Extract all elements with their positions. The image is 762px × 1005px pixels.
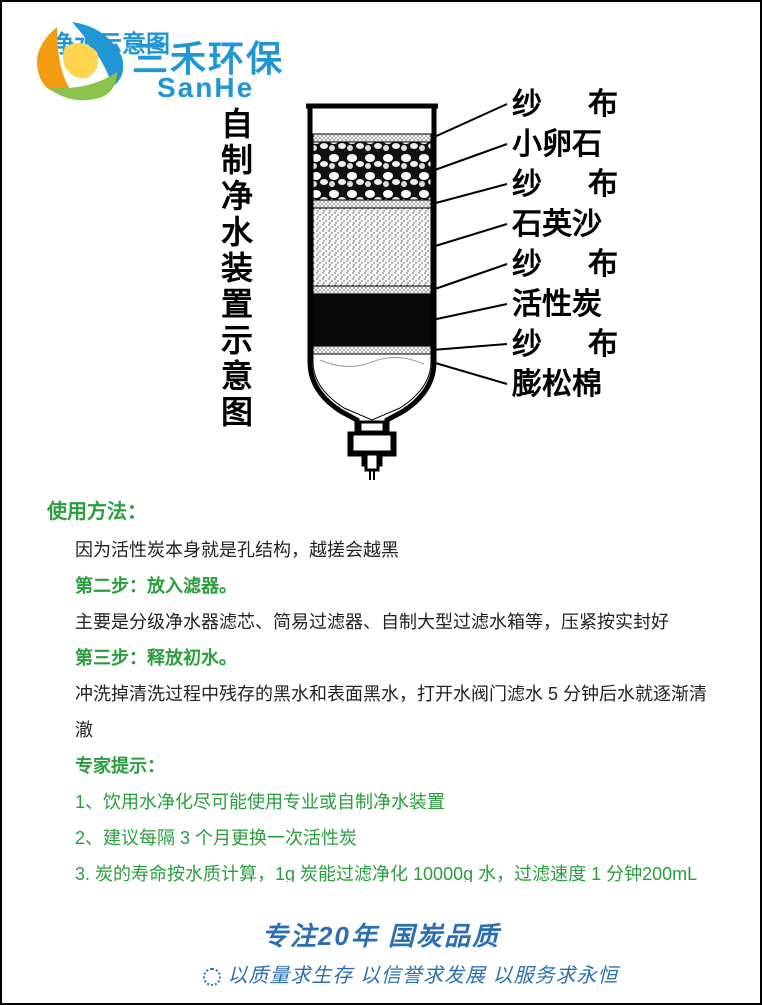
layer-labels: 纱 布小卵石纱 布石英沙纱 布活性炭纱 布膨松棉 [512, 90, 626, 410]
step2-body: 主要是分级净水器滤芯、简易过滤器、自制大型过滤水箱等，压紧按实封好 [47, 604, 715, 640]
layer-label: 小卵石 [512, 130, 626, 160]
brand-logo [17, 12, 147, 117]
tip-2: 2、建议每隔 3 个月更换一次活性炭 [47, 820, 715, 856]
layer-label: 活性炭 [512, 290, 626, 320]
footer-banner: 专注20年 国炭品质 以质量求生存 以信誉求发展 以服务求永恒 [2, 916, 760, 988]
bottle-drawing [292, 62, 452, 487]
instructions-block: 使用方法： 因为活性炭本身就是孔结构，越搓会越黑 第二步：放入滤器。 主要是分级… [47, 492, 715, 882]
layer-label: 纱 布 [512, 250, 626, 280]
footer-slogan-main: 专注20年 国炭品质 [2, 916, 760, 953]
layer-label: 纱 布 [512, 330, 626, 360]
footer-slogan-sub: 以质量求生存 以信誉求发展 以服务求永恒 [2, 959, 760, 988]
footer-sub-text: 以质量求生存 以信誉求发展 以服务求永恒 [227, 965, 618, 987]
step3-body: 冲洗掉清洗过程中残存的黑水和表面黑水，打开水阀门滤水 5 分钟后水就逐渐清澈 [47, 676, 715, 748]
diagram-title-vertical: 自制净水装置示意图 [212, 107, 258, 431]
step3-heading: 第三步：释放初水。 [75, 648, 237, 668]
step2-heading: 第二步：放入滤器。 [75, 576, 237, 596]
layer-label: 纱 布 [512, 170, 626, 200]
usage-heading: 使用方法： [47, 492, 715, 532]
layer-label: 膨松棉 [512, 370, 626, 400]
tips-heading: 专家提示： [47, 748, 715, 784]
layer-label: 纱 布 [512, 90, 626, 120]
tip-1: 1、饮用水净化尽可能使用专业或自制净水装置 [47, 784, 715, 820]
spinner-icon [203, 968, 221, 986]
leader-lines [202, 42, 732, 482]
layer-label: 石英沙 [512, 210, 626, 240]
intro-text: 因为活性炭本身就是孔结构，越搓会越黑 [47, 532, 715, 568]
logo-swirl-icon [17, 12, 147, 112]
brand-name-en: SanHe [157, 72, 254, 104]
tip-3: 3. 炭的寿命按水质计算，1g 炭能过滤净化 10000g 水，过滤速度 1 分… [47, 856, 715, 882]
filter-diagram: 自制净水装置示意图 [202, 42, 732, 482]
